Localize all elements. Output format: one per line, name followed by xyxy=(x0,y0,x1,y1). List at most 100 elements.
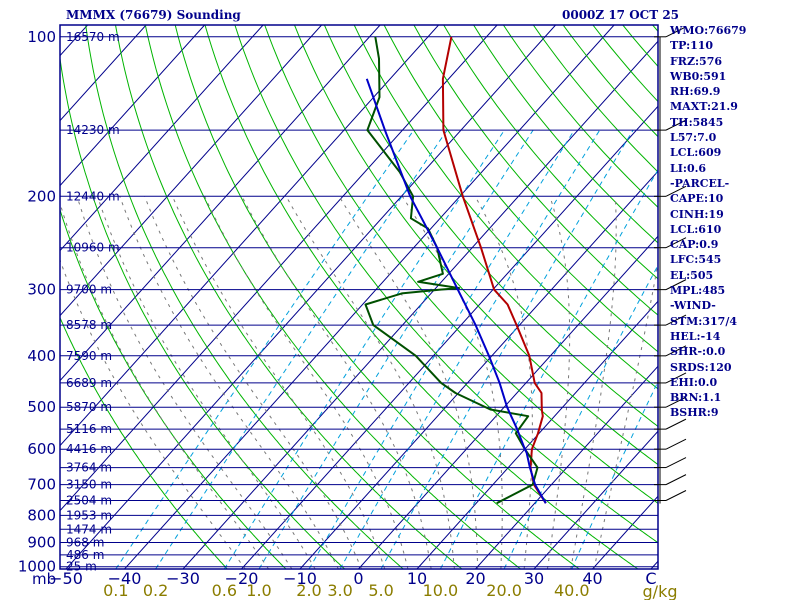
dry-adiabat xyxy=(443,25,658,280)
dry-adiabat xyxy=(413,25,658,316)
index-item: RH:69.9 xyxy=(670,85,721,99)
dry-adiabat xyxy=(353,25,658,390)
mixing-ratio-line xyxy=(503,264,658,569)
height-label: 4416 m xyxy=(66,442,112,456)
wind-barb xyxy=(665,279,687,291)
mixing-ratio-line xyxy=(571,380,658,569)
index-item: WMO:76679 xyxy=(670,24,747,37)
dry-adiabat xyxy=(264,25,658,505)
pressure-tick-label: 100 xyxy=(27,28,56,46)
temperature-tick-label: 10 xyxy=(407,569,427,588)
dry-adiabat xyxy=(383,25,658,353)
isotherm-line xyxy=(124,25,615,569)
dry-adiabat xyxy=(60,55,345,569)
index-item: LCL:610 xyxy=(670,222,722,236)
wind-barb xyxy=(665,26,687,38)
isobars xyxy=(60,36,658,568)
moist-adiabat xyxy=(60,258,246,569)
plot-background xyxy=(60,25,658,569)
dry-adiabat xyxy=(742,25,800,569)
wind-barb-column xyxy=(654,26,687,504)
index-item: LFC:545 xyxy=(670,253,722,267)
height-label: 16570 m xyxy=(66,30,120,44)
plot-frame xyxy=(59,24,659,570)
mixing-ratio-tick-label: 0.6 xyxy=(212,581,237,600)
temperature-tick-label: 40 xyxy=(582,569,602,588)
temperature-tick-label: 0 xyxy=(353,569,363,588)
moist-adiabat xyxy=(401,196,503,569)
pressure-tick-label: 400 xyxy=(27,347,56,365)
dry-adiabat xyxy=(772,25,800,569)
moist-adiabat xyxy=(172,196,386,569)
height-label: 5870 m xyxy=(66,400,112,414)
height-label: 7590 m xyxy=(66,349,112,363)
dry-adiabat xyxy=(174,25,580,569)
index-item: LCL:609 xyxy=(670,146,722,160)
isotherm-line xyxy=(60,25,322,317)
dry-adiabat xyxy=(323,25,658,428)
mixing-ratio-tick-label: 5.0 xyxy=(368,581,393,600)
moist-adiabat xyxy=(76,196,293,569)
pressure-tick-label: 1000 xyxy=(18,558,56,576)
wind-barb xyxy=(665,490,687,501)
mixing-ratio-line xyxy=(339,129,601,569)
index-item: FRZ:576 xyxy=(670,54,723,68)
wind-barb xyxy=(665,474,687,486)
isotherm-line xyxy=(60,25,498,512)
index-item: HEL:-14 xyxy=(670,329,721,343)
temperature-tick-label: −50 xyxy=(49,569,83,588)
wind-barb xyxy=(665,345,687,357)
wind-barb xyxy=(665,237,687,249)
wind-barb xyxy=(665,314,687,326)
height-label: 5116 m xyxy=(66,422,112,436)
temperature-tick-label: −40 xyxy=(108,569,142,588)
dry-adiabat xyxy=(144,25,521,569)
index-item: WB0:591 xyxy=(670,69,727,83)
wind-barb xyxy=(665,119,687,131)
height-label: 10960 m xyxy=(66,241,120,255)
height-label: 486 m xyxy=(66,548,104,562)
moist-adiabat xyxy=(570,196,617,569)
mixing-ratio-line xyxy=(223,129,505,569)
height-label: 8578 m xyxy=(66,318,112,332)
index-item: EHI:0.0 xyxy=(670,375,718,389)
index-item: SRDS:120 xyxy=(670,360,732,374)
dry-adiabat xyxy=(204,25,639,569)
height-label: 9700 m xyxy=(66,283,112,297)
mixing-ratio-line xyxy=(380,129,634,569)
height-label: 12440 m xyxy=(66,189,120,203)
sounding-traces xyxy=(364,36,547,505)
index-item: BRN:1.1 xyxy=(670,391,722,405)
isotherm-line xyxy=(60,25,147,122)
parcel-trace xyxy=(365,78,547,504)
mixing-ratio-tick-label: 3.0 xyxy=(327,581,352,600)
index-item: EL:505 xyxy=(670,268,714,282)
mixing-ratio-line xyxy=(115,129,415,569)
isotherm-line xyxy=(416,300,658,569)
mixing-ratio-tick-label: 20.0 xyxy=(486,581,522,600)
pressure-tick-label: 300 xyxy=(27,281,56,299)
dry-adiabat xyxy=(234,25,658,544)
dry-adiabat xyxy=(60,316,228,569)
isotherm-line xyxy=(65,25,556,569)
index-item: CAP:0.9 xyxy=(670,238,719,252)
pressure-tick-label: 200 xyxy=(27,187,56,205)
height-label: 1474 m xyxy=(66,522,112,536)
height-label: 3764 m xyxy=(66,461,112,475)
moist-adiabat xyxy=(593,260,658,569)
moist-adiabat xyxy=(474,196,533,569)
dry-adiabat xyxy=(294,25,658,466)
mixing-ratio-line xyxy=(439,168,658,569)
wind-barb xyxy=(665,438,687,450)
temperature-trace xyxy=(441,36,547,504)
wind-barb xyxy=(665,457,687,469)
index-item: -PARCEL- xyxy=(670,176,730,190)
sounding-title: MMMX (76679) Sounding xyxy=(66,8,241,22)
temperature-tick-label: C xyxy=(645,569,656,588)
moist-adiabat xyxy=(285,196,455,569)
mixing-ratio-tick-label: 0.1 xyxy=(103,581,128,600)
pressure-tick-label: 800 xyxy=(27,506,56,524)
pressure-unit-label: mb xyxy=(32,570,56,588)
moist-adiabat xyxy=(97,196,316,569)
stability-indices-panel: WMO:76679 TP:110 FRZ:576 WB0:591 RH:69.9 MAXT… xyxy=(670,23,746,421)
